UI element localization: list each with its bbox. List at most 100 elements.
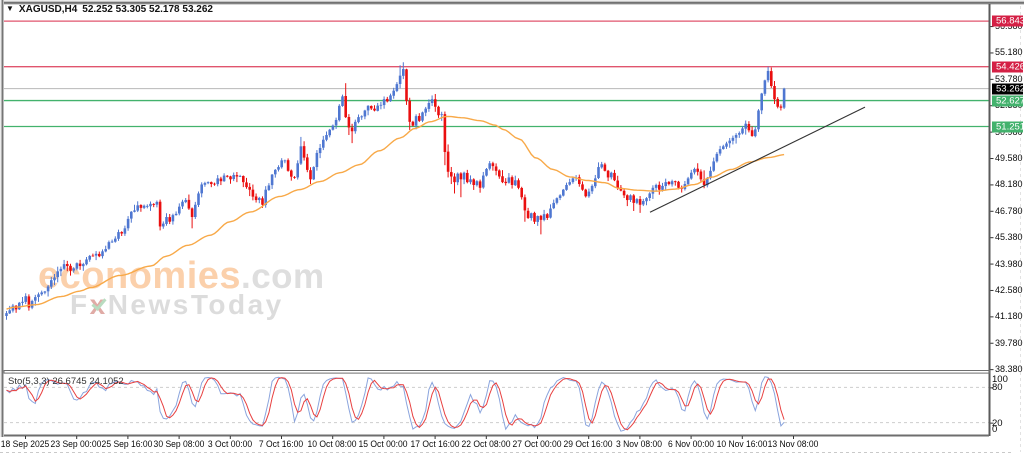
candle-body (8, 310, 11, 314)
candle-body (578, 177, 581, 185)
candle-body (434, 99, 437, 107)
candle-body (453, 176, 456, 183)
candle-body (581, 184, 584, 190)
candle-body (517, 180, 520, 188)
candle-body (776, 98, 779, 107)
price-tick-label: 41.180 (995, 311, 1023, 322)
candle-body (654, 184, 658, 188)
candle-body (395, 84, 399, 91)
candle-body (498, 170, 501, 177)
panel-separator[interactable] (3, 370, 990, 374)
candle-body (402, 69, 405, 76)
candle-body (546, 214, 549, 218)
candle-body (690, 172, 693, 179)
candle-body (120, 232, 123, 234)
candle-body (222, 175, 226, 182)
price-tick-label: 46.780 (995, 205, 1023, 216)
candle-body (162, 223, 165, 227)
candle-body (299, 146, 303, 164)
candle-body (562, 189, 565, 196)
trendline[interactable] (649, 106, 866, 213)
candle-body (485, 168, 488, 176)
candle-body (347, 116, 351, 128)
candle-body (136, 205, 139, 211)
candle-body (718, 149, 722, 154)
candle-body (430, 99, 434, 104)
candle-body (24, 296, 27, 302)
candle-body (293, 176, 296, 178)
candle-body (123, 228, 127, 234)
time-tick-label: 6 Nov 00:00 (667, 439, 714, 449)
indicator-scale-label: 80 (992, 382, 1003, 394)
candle-body (114, 238, 117, 242)
candle-body (264, 189, 267, 205)
candle-body (315, 152, 319, 168)
candle-body (363, 110, 367, 117)
candle-body (520, 188, 523, 198)
candle-body (142, 205, 146, 208)
candle-body (283, 160, 287, 162)
candle-body (462, 172, 466, 180)
candle-body (62, 264, 66, 269)
candle-body (533, 212, 536, 222)
ohlc-values: 52.252 53.305 52.178 53.262 (82, 4, 213, 15)
candle-body (226, 175, 229, 177)
candle-body (526, 210, 530, 218)
candle-body (206, 182, 210, 184)
time-tick-label: 15 Oct 00:00 (358, 439, 408, 449)
candle-body (491, 163, 495, 167)
candle-body (146, 205, 149, 207)
candle-body (722, 146, 725, 150)
candle-body (645, 198, 648, 202)
symbol-period-label: XAGUSD,H4 (18, 4, 78, 15)
candle-body (251, 189, 255, 197)
candle-body (424, 108, 427, 113)
moving-average-line[interactable] (6, 115, 785, 310)
candle-body (117, 232, 120, 239)
candle-body (565, 184, 568, 190)
candle-body (104, 249, 107, 252)
candle-body (443, 114, 447, 152)
candle-body (27, 296, 31, 308)
indicator-scale-label: 20 (992, 417, 1003, 429)
candle-body (101, 251, 104, 257)
candle-body (539, 215, 543, 220)
candle-body (571, 178, 575, 183)
candle-body (782, 88, 786, 108)
price-tick-label: 45.380 (995, 232, 1023, 243)
candle-body (66, 264, 69, 267)
candle-body (693, 168, 696, 173)
candle-body (309, 170, 312, 180)
candle-body (731, 137, 735, 141)
candle-body (190, 208, 194, 218)
time-tick-label: 3 Oct 00:00 (207, 439, 252, 449)
candle-body (632, 195, 635, 203)
stochastic-signal-line[interactable] (6, 377, 785, 431)
candle-body (475, 181, 479, 186)
candle-body (107, 242, 111, 249)
candle-body (216, 178, 219, 185)
candle-body (238, 176, 242, 177)
price-tick-label: 49.580 (995, 153, 1023, 164)
indicator-label[interactable]: Sto(5,3,3) 26.6745 24.1052 (8, 376, 124, 387)
price-tick-label: 53.780 (995, 73, 1023, 84)
candle-body (75, 263, 79, 269)
candle-body (318, 147, 322, 154)
candle-body (69, 265, 72, 271)
candle-body (747, 124, 751, 131)
candle-body (702, 179, 706, 185)
price-badge-52.627: 52.627 (992, 95, 1024, 107)
candle-body (757, 110, 760, 130)
candle-body (72, 268, 75, 271)
candle-body (536, 216, 539, 222)
candle-body (338, 105, 341, 121)
candle-body (629, 195, 632, 200)
candle-body (200, 184, 203, 194)
candle-body (594, 178, 597, 187)
indicator-scale-label: 100 (992, 373, 1008, 385)
candle-body (91, 255, 95, 257)
candle-body (587, 191, 591, 197)
chart-menu-triangle-icon[interactable]: ▼ (6, 4, 14, 13)
symbol-title[interactable]: ▼ XAGUSD,H4 52.252 53.305 52.178 53.262 (6, 4, 213, 15)
